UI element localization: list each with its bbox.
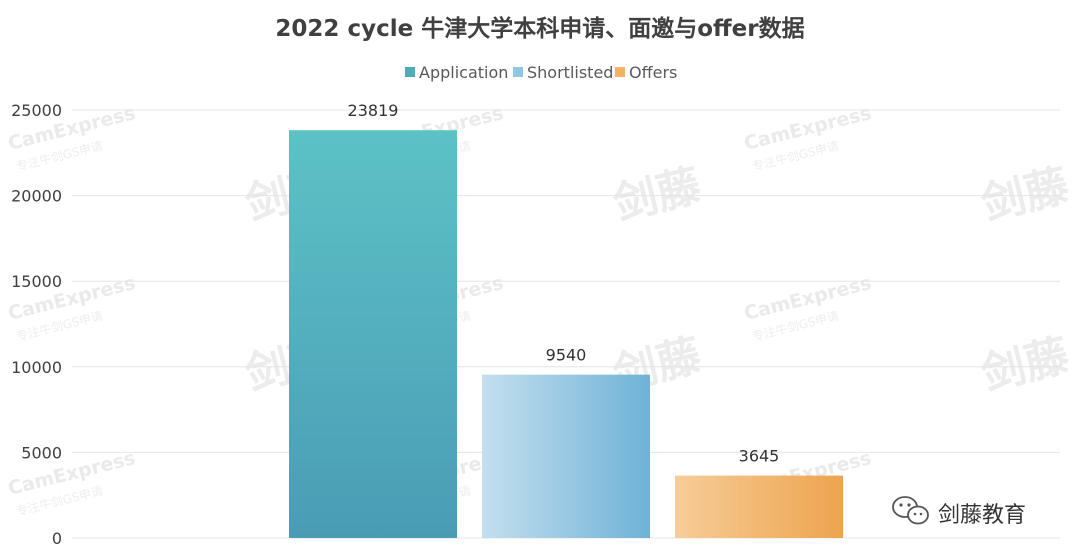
wechat-icon [892,496,929,525]
legend-item-application[interactable]: Application [405,63,508,82]
y-tick-label: 0 [52,529,62,548]
y-tick-label: 20000 [11,187,62,206]
y-tick-label: 5000 [21,443,62,462]
bar-application [289,130,457,538]
y-tick-label: 25000 [11,101,62,120]
legend-label: Application [419,63,508,82]
y-tick-label: 15000 [11,272,62,291]
legend-item-shortlisted[interactable]: Shortlisted [513,63,613,82]
watermark-cn: 剑藤 [976,330,1074,401]
bar-offers [675,475,843,538]
data-label-application: 23819 [348,101,399,120]
legend: Application Shortlisted Offers [405,63,677,82]
data-label-shortlisted: 9540 [546,346,587,365]
data-labels: 23819 9540 3645 [348,101,780,465]
legend-swatch [513,67,523,77]
y-axis-ticks: 0 5000 10000 15000 20000 25000 [11,101,62,548]
bars [289,130,843,538]
chart-title: 2022 cycle 牛津大学本科申请、面邀与offer数据 [275,15,804,42]
y-tick-label: 10000 [11,358,62,377]
footer-brand: 剑藤教育 [892,496,1026,528]
legend-item-offers[interactable]: Offers [615,63,677,82]
footer-brand-text: 剑藤教育 [938,503,1026,528]
legend-label: Offers [629,63,677,82]
bar-shortlisted [482,374,650,538]
data-label-offers: 3645 [739,447,780,466]
legend-label: Shortlisted [527,63,613,82]
legend-swatch [405,67,415,77]
legend-swatch [615,67,625,77]
